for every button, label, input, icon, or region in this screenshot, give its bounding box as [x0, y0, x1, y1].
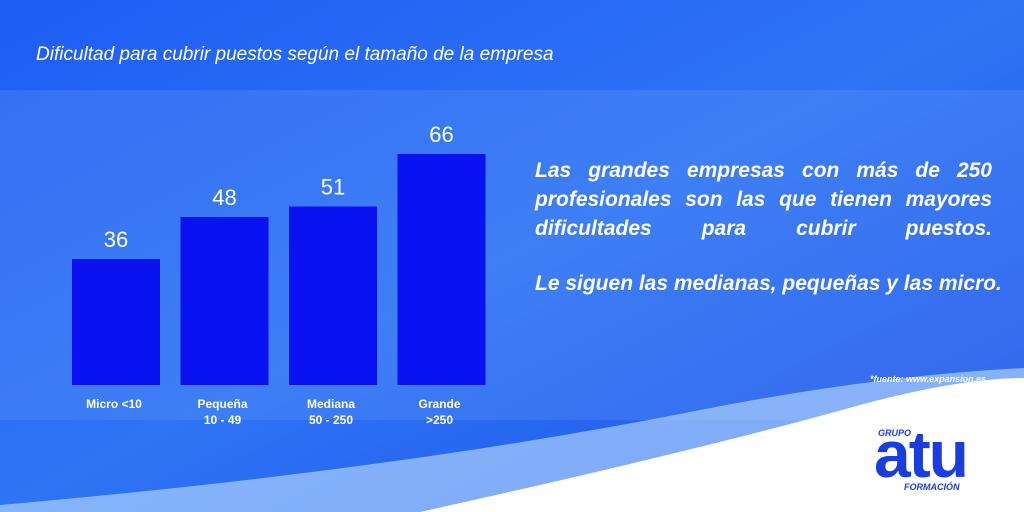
x-tick-label: 10 - 49	[204, 413, 242, 427]
paragraph: Le siguen las medianas, pequeñas y las m…	[535, 272, 1002, 295]
x-tick-label: >250	[426, 413, 453, 427]
logo-group: GRUPO	[878, 428, 912, 438]
bar	[180, 217, 269, 385]
x-tick-label: Grande	[418, 397, 460, 411]
source: *fuente: www.expansion.es	[870, 374, 987, 384]
x-tick-label: Micro <10	[86, 397, 142, 411]
value-label: 48	[212, 185, 236, 210]
background-overlay	[0, 90, 1024, 420]
bars: 36 Micro <10 48 Pequeña 10 - 49 51 Mediana 50 -…	[72, 122, 486, 427]
chart-title: Dificultad para cubrir puestos según el …	[36, 44, 554, 65]
value-label: 51	[321, 175, 345, 200]
bar	[72, 259, 160, 385]
logo: GRUPO atu FORMACIÓN	[872, 417, 997, 494]
paragraph: Las grandes empresas con más de 250 prof…	[535, 159, 992, 240]
x-tick-label: Pequeña	[197, 397, 247, 411]
value-label: 66	[429, 122, 453, 147]
value-label: 36	[104, 227, 128, 252]
logo-subtitle: FORMACIÓN	[904, 482, 960, 492]
x-tick-label: Mediana	[307, 397, 355, 411]
bar	[397, 154, 486, 385]
bar	[289, 206, 377, 385]
x-tick-label: 50 - 250	[309, 413, 353, 427]
wave-white	[420, 378, 1024, 512]
logo-name: atu	[874, 417, 969, 491]
